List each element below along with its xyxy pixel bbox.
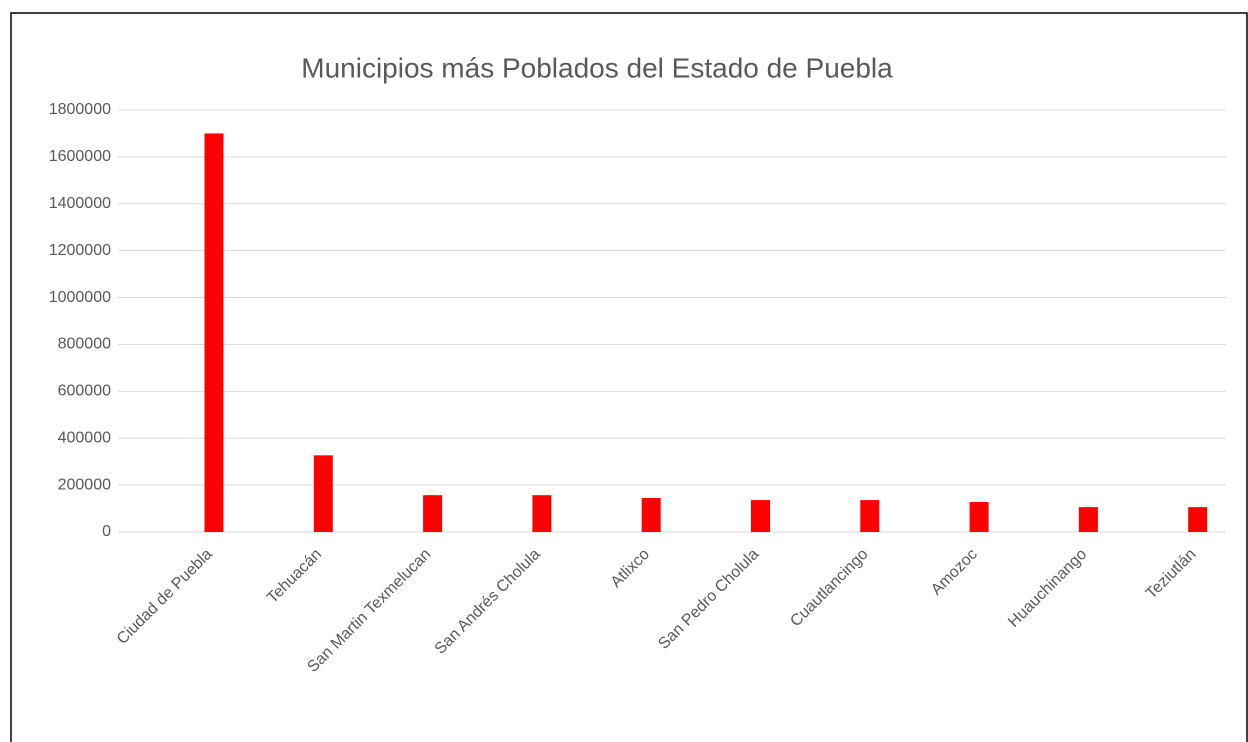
- y-tick-label: 1800000: [49, 101, 111, 118]
- y-tick-label: 800000: [58, 336, 111, 353]
- y-tick-label: 1200000: [49, 242, 111, 259]
- y-tick-label: 0: [102, 523, 111, 540]
- y-tick-label: 1600000: [49, 148, 111, 165]
- bar: [532, 495, 552, 532]
- y-tick-label: 1400000: [49, 195, 111, 212]
- y-tick-label: 400000: [58, 429, 111, 446]
- y-tick-label: 200000: [58, 476, 111, 493]
- bar: [751, 500, 770, 532]
- bar: [641, 498, 661, 532]
- bar: [860, 500, 880, 532]
- bar: [204, 133, 224, 532]
- chart-title: Municipios más Poblados del Estado de Pu…: [301, 52, 893, 83]
- chart-frame: [10, 12, 1248, 742]
- bar: [313, 455, 333, 532]
- bar: [423, 495, 443, 532]
- bar: [1188, 507, 1208, 532]
- y-tick-label: 1000000: [49, 289, 111, 306]
- y-tick-label: 600000: [58, 383, 111, 400]
- bar: [969, 501, 989, 532]
- bar: [1078, 507, 1098, 532]
